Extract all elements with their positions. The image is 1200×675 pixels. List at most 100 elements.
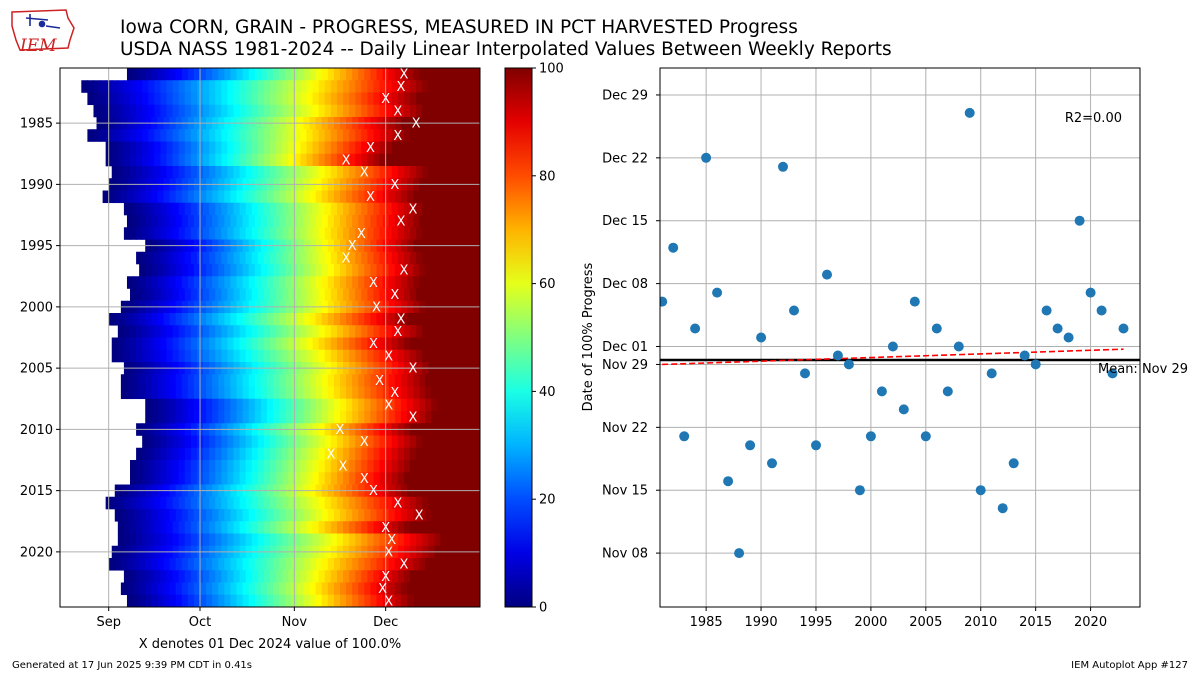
heatmap-marker-2014: X bbox=[360, 472, 369, 487]
scatter-xtick-label-1985: 1985 bbox=[690, 615, 723, 630]
heatmap-marker-2024: X bbox=[384, 594, 393, 609]
scatter-xtick-label-2015: 2015 bbox=[1019, 615, 1052, 630]
heatmap-ytick-label-1990: 1990 bbox=[20, 178, 53, 193]
heatmap-xtick-label-oct: Oct bbox=[189, 615, 211, 630]
heatmap-marker-1990: X bbox=[390, 178, 399, 193]
scatter-point-2004 bbox=[909, 296, 920, 307]
heatmap-row-2024 bbox=[126, 594, 480, 607]
heatmap-row-2011 bbox=[142, 435, 480, 449]
heatmap-marker-2021: X bbox=[399, 558, 408, 573]
footer-app: IEM Autoplot App #127 bbox=[1071, 660, 1188, 671]
heatmap-marker-2017: X bbox=[415, 509, 424, 524]
scatter-point-1998 bbox=[843, 359, 854, 370]
heatmap-marker-1989: X bbox=[360, 166, 369, 181]
heatmap-marker-1981: X bbox=[399, 68, 408, 83]
heatmap-row-1998 bbox=[126, 276, 480, 289]
scatter-xtick-label-2020: 2020 bbox=[1074, 615, 1107, 630]
heatmap-marker-1998: X bbox=[369, 276, 378, 291]
scatter-point-2006 bbox=[931, 323, 942, 334]
heatmap-row-2001 bbox=[108, 313, 480, 326]
heatmap-row-2017 bbox=[114, 509, 480, 522]
scatter-point-1997 bbox=[832, 350, 843, 361]
heatmap-row-1989 bbox=[111, 166, 480, 179]
scatter-point-1988 bbox=[734, 548, 745, 559]
heatmap-row-2022 bbox=[123, 570, 480, 583]
scatter-point-2012 bbox=[997, 503, 1008, 514]
scatter-point-2003 bbox=[898, 404, 909, 415]
heatmap-row-1986 bbox=[87, 129, 480, 142]
heatmap-row-2003 bbox=[111, 337, 480, 351]
heatmap-ytick-label-1995: 1995 bbox=[20, 239, 53, 254]
heatmap-row-2021 bbox=[108, 558, 480, 571]
heatmap-row-2009 bbox=[145, 411, 480, 424]
colorbar-tick-label-20: 20 bbox=[539, 493, 556, 508]
scatter-point-2002 bbox=[887, 341, 898, 352]
heatmap-row-1988 bbox=[105, 153, 480, 167]
scatter-point-1999 bbox=[854, 485, 865, 496]
scatter-point-2015 bbox=[1030, 359, 1041, 370]
heatmap-marker-2010: X bbox=[336, 423, 345, 438]
heatmap-row-1994 bbox=[123, 227, 480, 240]
scatter-ytick-label-dec-01: Dec 01 bbox=[602, 340, 648, 355]
heatmap-marker-2015: X bbox=[369, 484, 378, 499]
heatmap-marker-2016: X bbox=[393, 496, 402, 511]
heatmap-marker-1987: X bbox=[366, 141, 375, 156]
heatmap-marker-2018: X bbox=[381, 521, 390, 536]
scatter-xtick-label-2000: 2000 bbox=[854, 615, 887, 630]
scatter-ytick-label-nov-29: Nov 29 bbox=[602, 358, 648, 373]
scatter-point-1987 bbox=[723, 476, 734, 487]
iem-logo: IEM bbox=[11, 9, 75, 56]
scatter-panel: 1985 1990 1995 2000 2005 2010 2015 2020 Nov 08N… bbox=[581, 67, 1188, 630]
heatmap-row-1999 bbox=[130, 288, 480, 302]
heatmap-x-markers: XXXXXXXXXXXXXXXXXXXXXXXXXXXXXXXXXXXXXXXX… bbox=[326, 68, 424, 609]
heatmap-x-axis: Sep Oct Nov Dec bbox=[96, 607, 398, 630]
mean-annotation: Mean: Nov 29 bbox=[1098, 362, 1188, 377]
scatter-point-2019 bbox=[1074, 215, 1085, 226]
heatmap-ytick-label-2005: 2005 bbox=[20, 362, 53, 377]
heatmap-marker-2005: X bbox=[409, 362, 418, 377]
footer-generated: Generated at 17 Jun 2025 9:39 PM CDT in … bbox=[12, 660, 253, 671]
heatmap-marker-2007: X bbox=[390, 386, 399, 401]
scatter-point-1985 bbox=[701, 152, 712, 163]
heatmap-ytick-label-2015: 2015 bbox=[20, 484, 53, 499]
scatter-lines bbox=[660, 348, 1140, 366]
heatmap-row-1991 bbox=[102, 190, 480, 204]
heatmap-marker-1999: X bbox=[390, 288, 399, 303]
heatmap-marker-1991: X bbox=[366, 190, 375, 205]
logo-text: IEM bbox=[19, 36, 57, 56]
colorbar-ticks: 0 20 40 60 80 100 bbox=[532, 62, 564, 616]
scatter-point-1990 bbox=[756, 332, 767, 343]
heatmap-marker-1988: X bbox=[342, 153, 351, 168]
scatter-point-2020 bbox=[1085, 287, 1096, 298]
heatmap-marker-2012: X bbox=[326, 447, 335, 462]
scatter-point-1986 bbox=[712, 287, 723, 298]
heatmap-ytick-label-1985: 1985 bbox=[20, 117, 53, 132]
heatmap-row-1992 bbox=[123, 202, 480, 216]
heatmap-y-axis: 1985 1990 1995 2000 2005 2010 2015 2020 bbox=[20, 117, 60, 560]
heatmap-frame bbox=[59, 67, 481, 608]
heatmap-row-2008 bbox=[145, 398, 480, 412]
heatmap-xtick-label-nov: Nov bbox=[282, 615, 308, 630]
heatmap-row-2007 bbox=[120, 386, 480, 400]
scatter-ytick-label-dec-15: Dec 15 bbox=[602, 214, 648, 229]
scatter-point-2005 bbox=[920, 431, 931, 442]
scatter-point-2001 bbox=[876, 386, 887, 397]
scatter-point-2022 bbox=[1107, 368, 1118, 379]
heatmap-marker-2002: X bbox=[393, 325, 402, 340]
colorbar-tick-label-40: 40 bbox=[539, 385, 556, 400]
heatmap-xtick-label-sep: Sep bbox=[96, 615, 121, 630]
heatmap-marker-2019: X bbox=[387, 533, 396, 548]
scatter-xtick-label-1995: 1995 bbox=[799, 615, 832, 630]
scatter-point-2016 bbox=[1041, 305, 1052, 316]
heatmap-row-2004 bbox=[111, 349, 480, 363]
trend-line bbox=[662, 348, 1124, 366]
colorbar-tick-label-0: 0 bbox=[539, 601, 547, 616]
heatmap-marker-2003: X bbox=[369, 337, 378, 352]
scatter-point-1994 bbox=[800, 368, 810, 379]
scatter-point-1982 bbox=[668, 242, 679, 253]
heatmap-marker-1993: X bbox=[396, 215, 405, 230]
heatmap-marker-2022: X bbox=[381, 570, 390, 585]
heatmap-row-1982 bbox=[81, 80, 480, 93]
scatter-ytick-label-nov-08: Nov 08 bbox=[602, 547, 648, 562]
heatmap-marker-2013: X bbox=[339, 460, 348, 475]
